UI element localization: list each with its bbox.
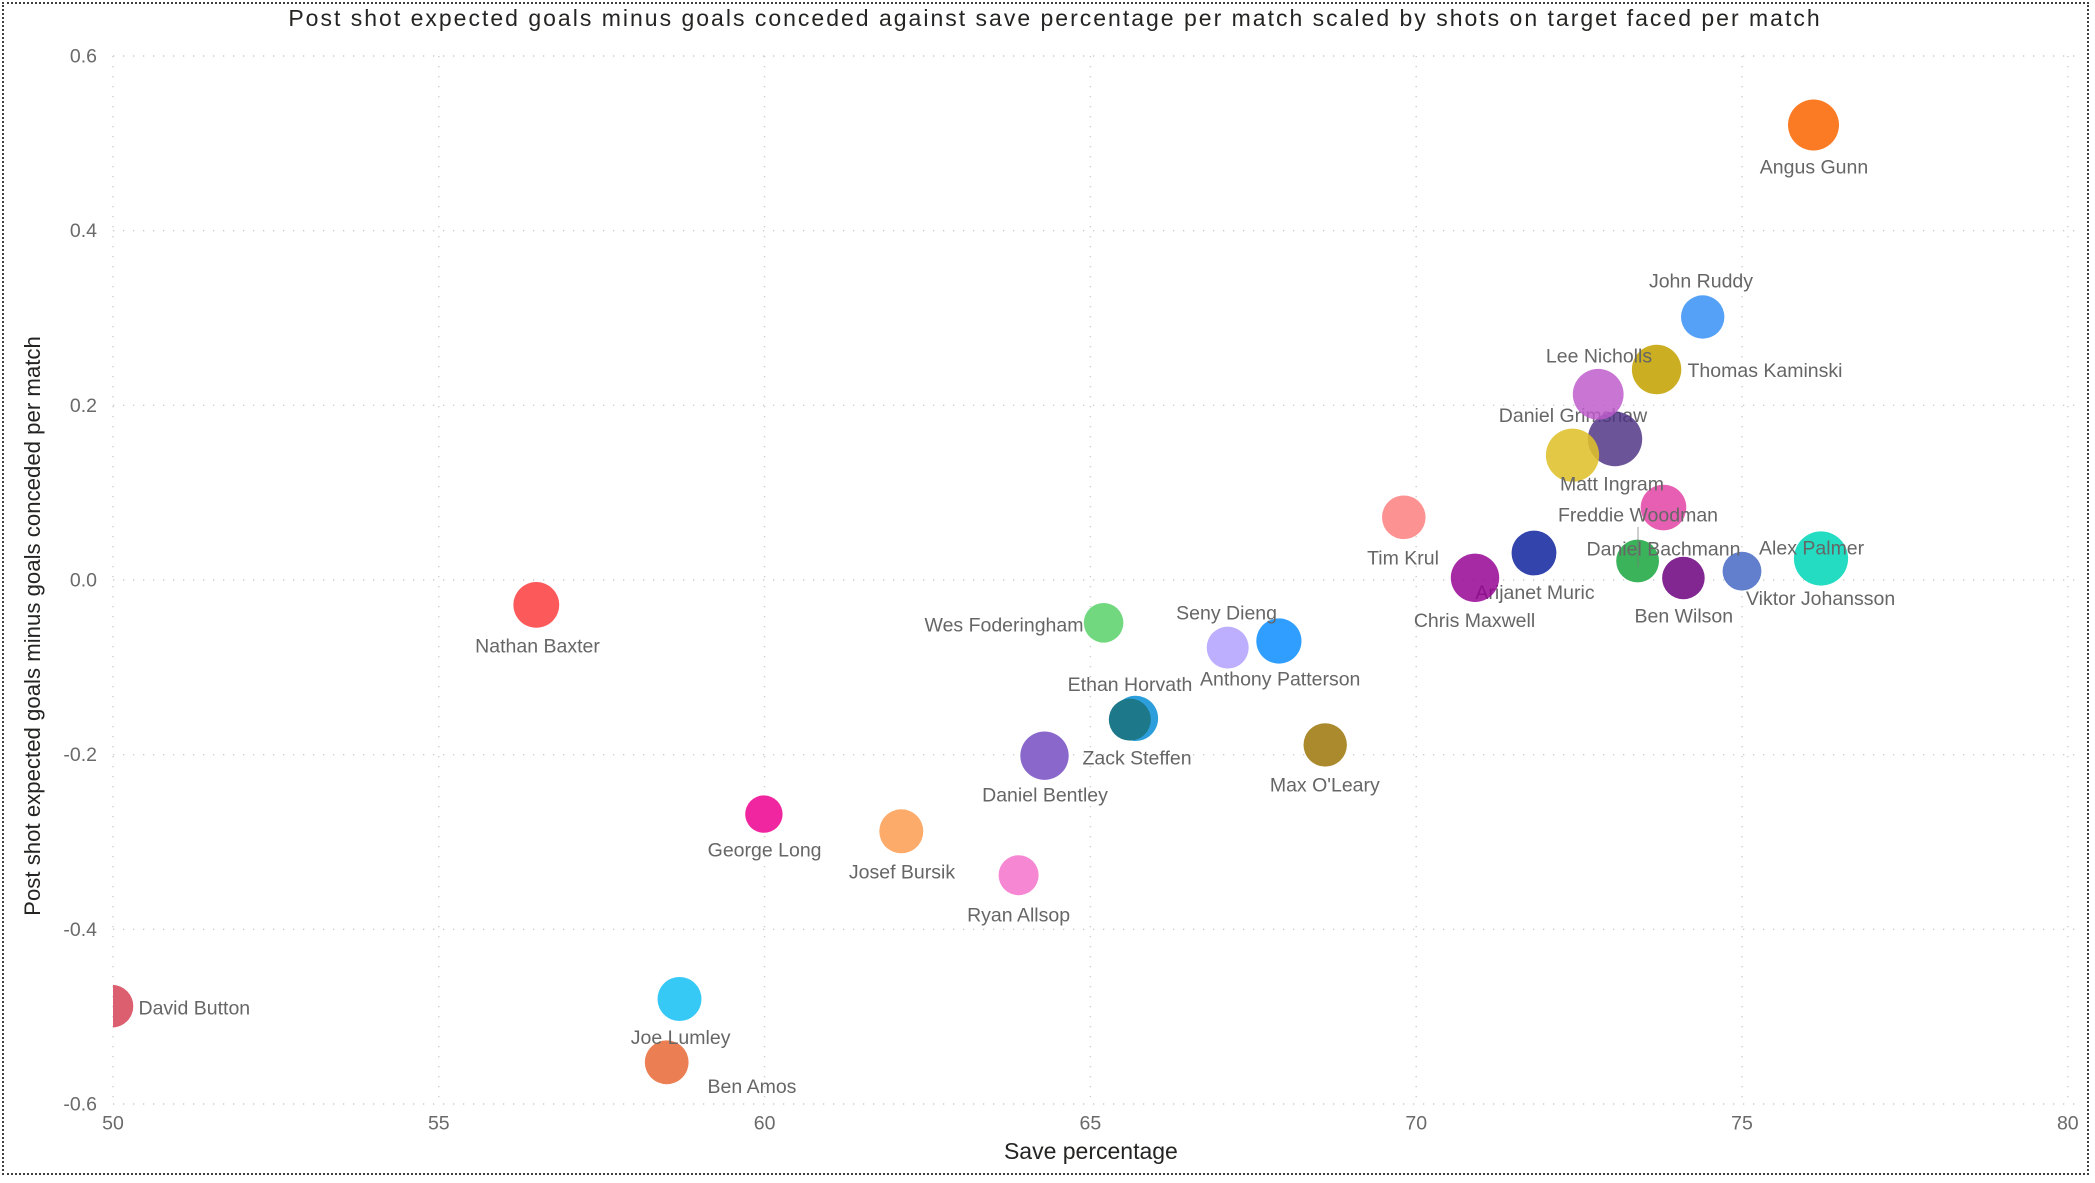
svg-text:-0.2: -0.2 xyxy=(63,744,97,766)
svg-text:Wes Foderingham: Wes Foderingham xyxy=(925,614,1084,636)
svg-text:0.0: 0.0 xyxy=(70,570,97,592)
svg-text:John Ruddy: John Ruddy xyxy=(1649,271,1753,293)
svg-text:Ben Wilson: Ben Wilson xyxy=(1634,606,1733,628)
svg-text:Max O'Leary: Max O'Leary xyxy=(1270,775,1380,797)
svg-text:65: 65 xyxy=(1080,1113,1102,1135)
svg-text:Ryan Allsop: Ryan Allsop xyxy=(967,905,1070,927)
svg-text:75: 75 xyxy=(1731,1113,1753,1135)
svg-text:Ben Amos: Ben Amos xyxy=(708,1076,797,1098)
svg-text:Daniel Bentley: Daniel Bentley xyxy=(982,785,1108,807)
svg-text:Lee Nicholls: Lee Nicholls xyxy=(1546,346,1652,368)
svg-text:Tim Krul: Tim Krul xyxy=(1367,548,1439,570)
svg-text:80: 80 xyxy=(2057,1113,2079,1135)
svg-text:Zack Steffen: Zack Steffen xyxy=(1082,748,1191,770)
svg-text:Arijanet Muric: Arijanet Muric xyxy=(1475,582,1594,604)
svg-text:George Long: George Long xyxy=(708,840,822,862)
svg-text:Nathan Baxter: Nathan Baxter xyxy=(475,635,600,657)
svg-text:Alex Palmer: Alex Palmer xyxy=(1759,538,1865,560)
svg-text:Post shot expected goals minus: Post shot expected goals minus goals con… xyxy=(20,336,45,916)
svg-text:Daniel Bachmann: Daniel Bachmann xyxy=(1587,539,1741,561)
svg-text:0.2: 0.2 xyxy=(70,395,97,417)
svg-text:0.4: 0.4 xyxy=(70,220,97,242)
svg-text:Angus Gunn: Angus Gunn xyxy=(1760,157,1868,179)
svg-text:50: 50 xyxy=(102,1113,124,1135)
svg-text:Chris Maxwell: Chris Maxwell xyxy=(1414,610,1535,632)
svg-text:Matt Ingram: Matt Ingram xyxy=(1560,474,1664,496)
svg-text:Freddie Woodman: Freddie Woodman xyxy=(1558,505,1718,527)
svg-text:60: 60 xyxy=(754,1113,776,1135)
svg-text:David Button: David Button xyxy=(139,998,251,1020)
svg-text:Ethan Horvath: Ethan Horvath xyxy=(1068,674,1193,696)
svg-text:-0.4: -0.4 xyxy=(63,919,97,941)
svg-text:Anthony Patterson: Anthony Patterson xyxy=(1200,669,1360,691)
svg-text:Thomas Kaminski: Thomas Kaminski xyxy=(1688,360,1843,382)
svg-text:Viktor Johansson: Viktor Johansson xyxy=(1746,588,1895,610)
svg-text:Save percentage: Save percentage xyxy=(1004,1138,1178,1164)
svg-text:Joe Lumley: Joe Lumley xyxy=(631,1027,731,1049)
svg-text:55: 55 xyxy=(428,1113,450,1135)
svg-text:0.6: 0.6 xyxy=(70,46,97,68)
svg-text:Post shot expected goals minus: Post shot expected goals minus goals con… xyxy=(288,5,1821,31)
svg-text:Seny Dieng: Seny Dieng xyxy=(1176,603,1277,625)
svg-text:Josef Bursik: Josef Bursik xyxy=(849,862,955,884)
svg-text:-0.6: -0.6 xyxy=(63,1094,97,1116)
svg-text:70: 70 xyxy=(1405,1113,1427,1135)
